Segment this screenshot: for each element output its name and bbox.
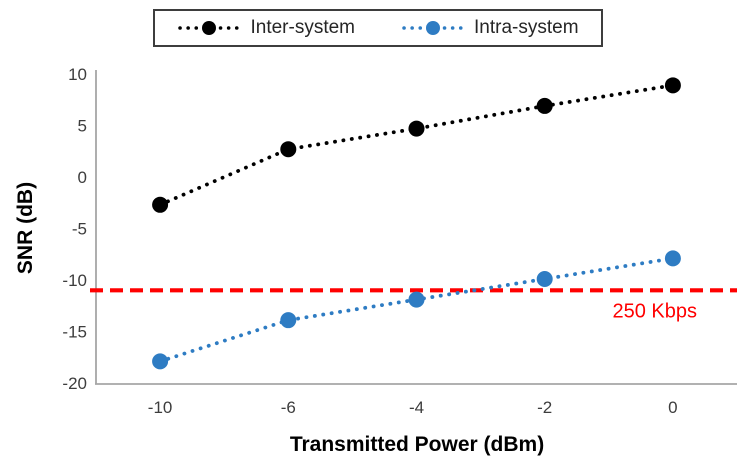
series-line-inter-system (158, 83, 675, 207)
data-point-inter-system-x-10 (152, 196, 169, 213)
x-tick-label: -10 (148, 398, 173, 417)
chart-legend: Inter-system Intra-system (153, 9, 603, 47)
y-axis-title: SNR (dB) (14, 181, 37, 275)
y-tick-label: -10 (62, 271, 87, 290)
data-point-intra-system-x-4 (408, 291, 425, 308)
legend-item-intra-system: Intra-system (401, 17, 579, 39)
data-point-inter-system-x-2 (536, 97, 553, 114)
data-point-inter-system-x0 (664, 77, 681, 94)
data-point-intra-system-x0 (664, 250, 681, 267)
inter-system-dotted-marker-icon (178, 21, 241, 35)
y-tick-label: 5 (78, 117, 87, 136)
legend-label-intra-system: Intra-system (474, 17, 579, 38)
legend-label-inter-system: Inter-system (250, 17, 355, 38)
x-axis-title: Transmitted Power (dBm) (289, 433, 545, 456)
series-line-intra-system (158, 256, 675, 364)
data-point-intra-system-x-2 (536, 270, 553, 287)
y-tick-label: -20 (62, 374, 87, 393)
legend-item-inter-system: Inter-system (177, 17, 355, 39)
data-point-intra-system-x-10 (152, 353, 169, 370)
data-point-intra-system-x-6 (280, 312, 297, 329)
data-point-inter-system-x-4 (408, 120, 425, 137)
intra-system-dotted-marker-icon (402, 21, 464, 35)
x-tick-label: -6 (281, 398, 296, 417)
x-tick-label: -4 (409, 398, 424, 417)
data-point-inter-system-x-6 (280, 141, 297, 158)
x-tick-label: -2 (537, 398, 552, 417)
y-tick-label: 10 (68, 65, 87, 84)
y-tick-label: -5 (72, 220, 87, 239)
x-tick-label: 0 (668, 398, 677, 417)
threshold-label: 250 Kbps (612, 300, 697, 322)
y-tick-label: 0 (78, 168, 87, 187)
y-tick-label: -15 (62, 323, 87, 342)
